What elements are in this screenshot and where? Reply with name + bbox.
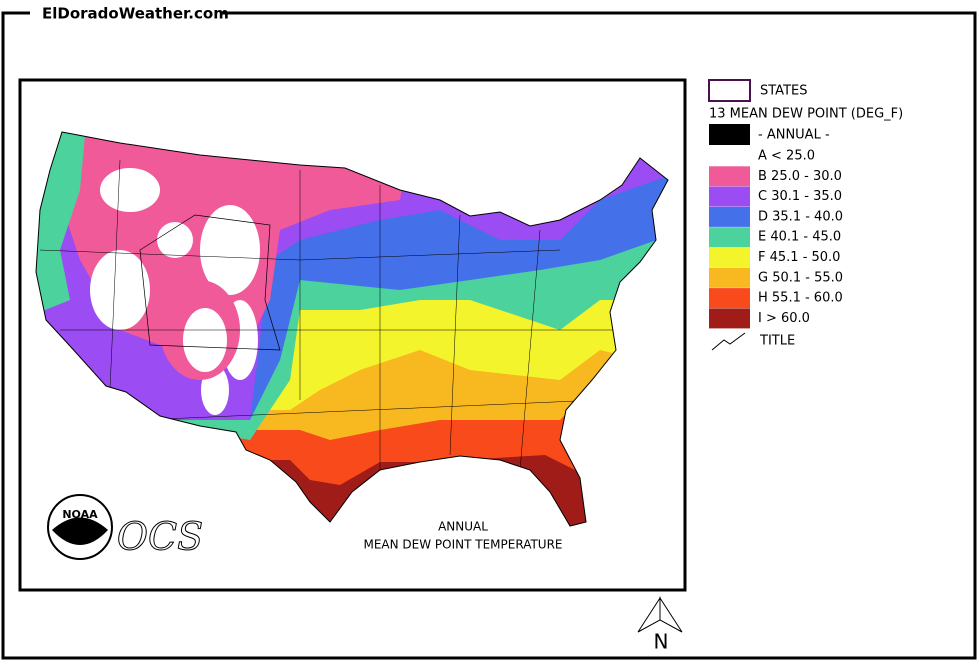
map-title: MEAN DEW POINT TEMPERATURE: [363, 538, 562, 552]
class-swatch: [709, 166, 750, 187]
noaa-logo: NOAA: [47, 494, 113, 560]
class-label: G 50.1 - 55.0: [758, 270, 843, 285]
dry-zone: [100, 168, 160, 212]
logo-text: NOAA: [62, 508, 98, 521]
legend-states: STATES: [760, 84, 807, 99]
class-swatch: [709, 206, 750, 227]
dry-zone: [90, 250, 150, 330]
class-swatch: [709, 308, 750, 329]
class-swatch: [709, 247, 750, 268]
class-label: H 55.1 - 60.0: [758, 291, 843, 306]
north-arrow: N: [637, 596, 683, 654]
class-swatch: [709, 186, 750, 207]
state-lines: [139, 214, 281, 351]
agency-text: OCS: [117, 515, 203, 559]
class-label: E 40.1 - 45.0: [758, 230, 841, 245]
dry-zone: [157, 222, 193, 258]
annual-swatch: [709, 124, 750, 145]
legend-period: - ANNUAL -: [758, 128, 830, 143]
states-swatch: [708, 79, 751, 102]
dry-zone: [200, 205, 260, 295]
title-symbol: [711, 332, 746, 351]
state-lines: [39, 159, 620, 471]
outer-frame: [1, 11, 977, 660]
legend-classes: A < 25.0 B 25.0 - 30.0 C 30.1 - 35.0 D 35.1…: [709, 146, 843, 329]
class-label: D 35.1 - 40.0: [758, 209, 843, 224]
us-outline: [35, 131, 669, 527]
class-label: C 30.1 - 35.0: [758, 189, 842, 204]
site-name: ElDoradoWeather.com: [42, 5, 229, 23]
class-swatch: [709, 227, 750, 248]
class-label: I > 60.0: [758, 311, 810, 326]
class-swatch: [709, 288, 750, 309]
class-label: B 25.0 - 30.0: [758, 169, 842, 184]
legend-title: TITLE: [759, 334, 795, 349]
class-swatch: [709, 146, 750, 166]
map-title: ANNUAL: [438, 520, 488, 534]
class-swatch: [709, 267, 750, 288]
class-label: A < 25.0: [758, 149, 815, 164]
north-label: N: [654, 630, 669, 654]
dry-zone: [183, 308, 227, 372]
class-label: F 45.1 - 50.0: [758, 250, 840, 265]
legend-layer: 13 MEAN DEW POINT (DEG_F): [709, 107, 903, 122]
